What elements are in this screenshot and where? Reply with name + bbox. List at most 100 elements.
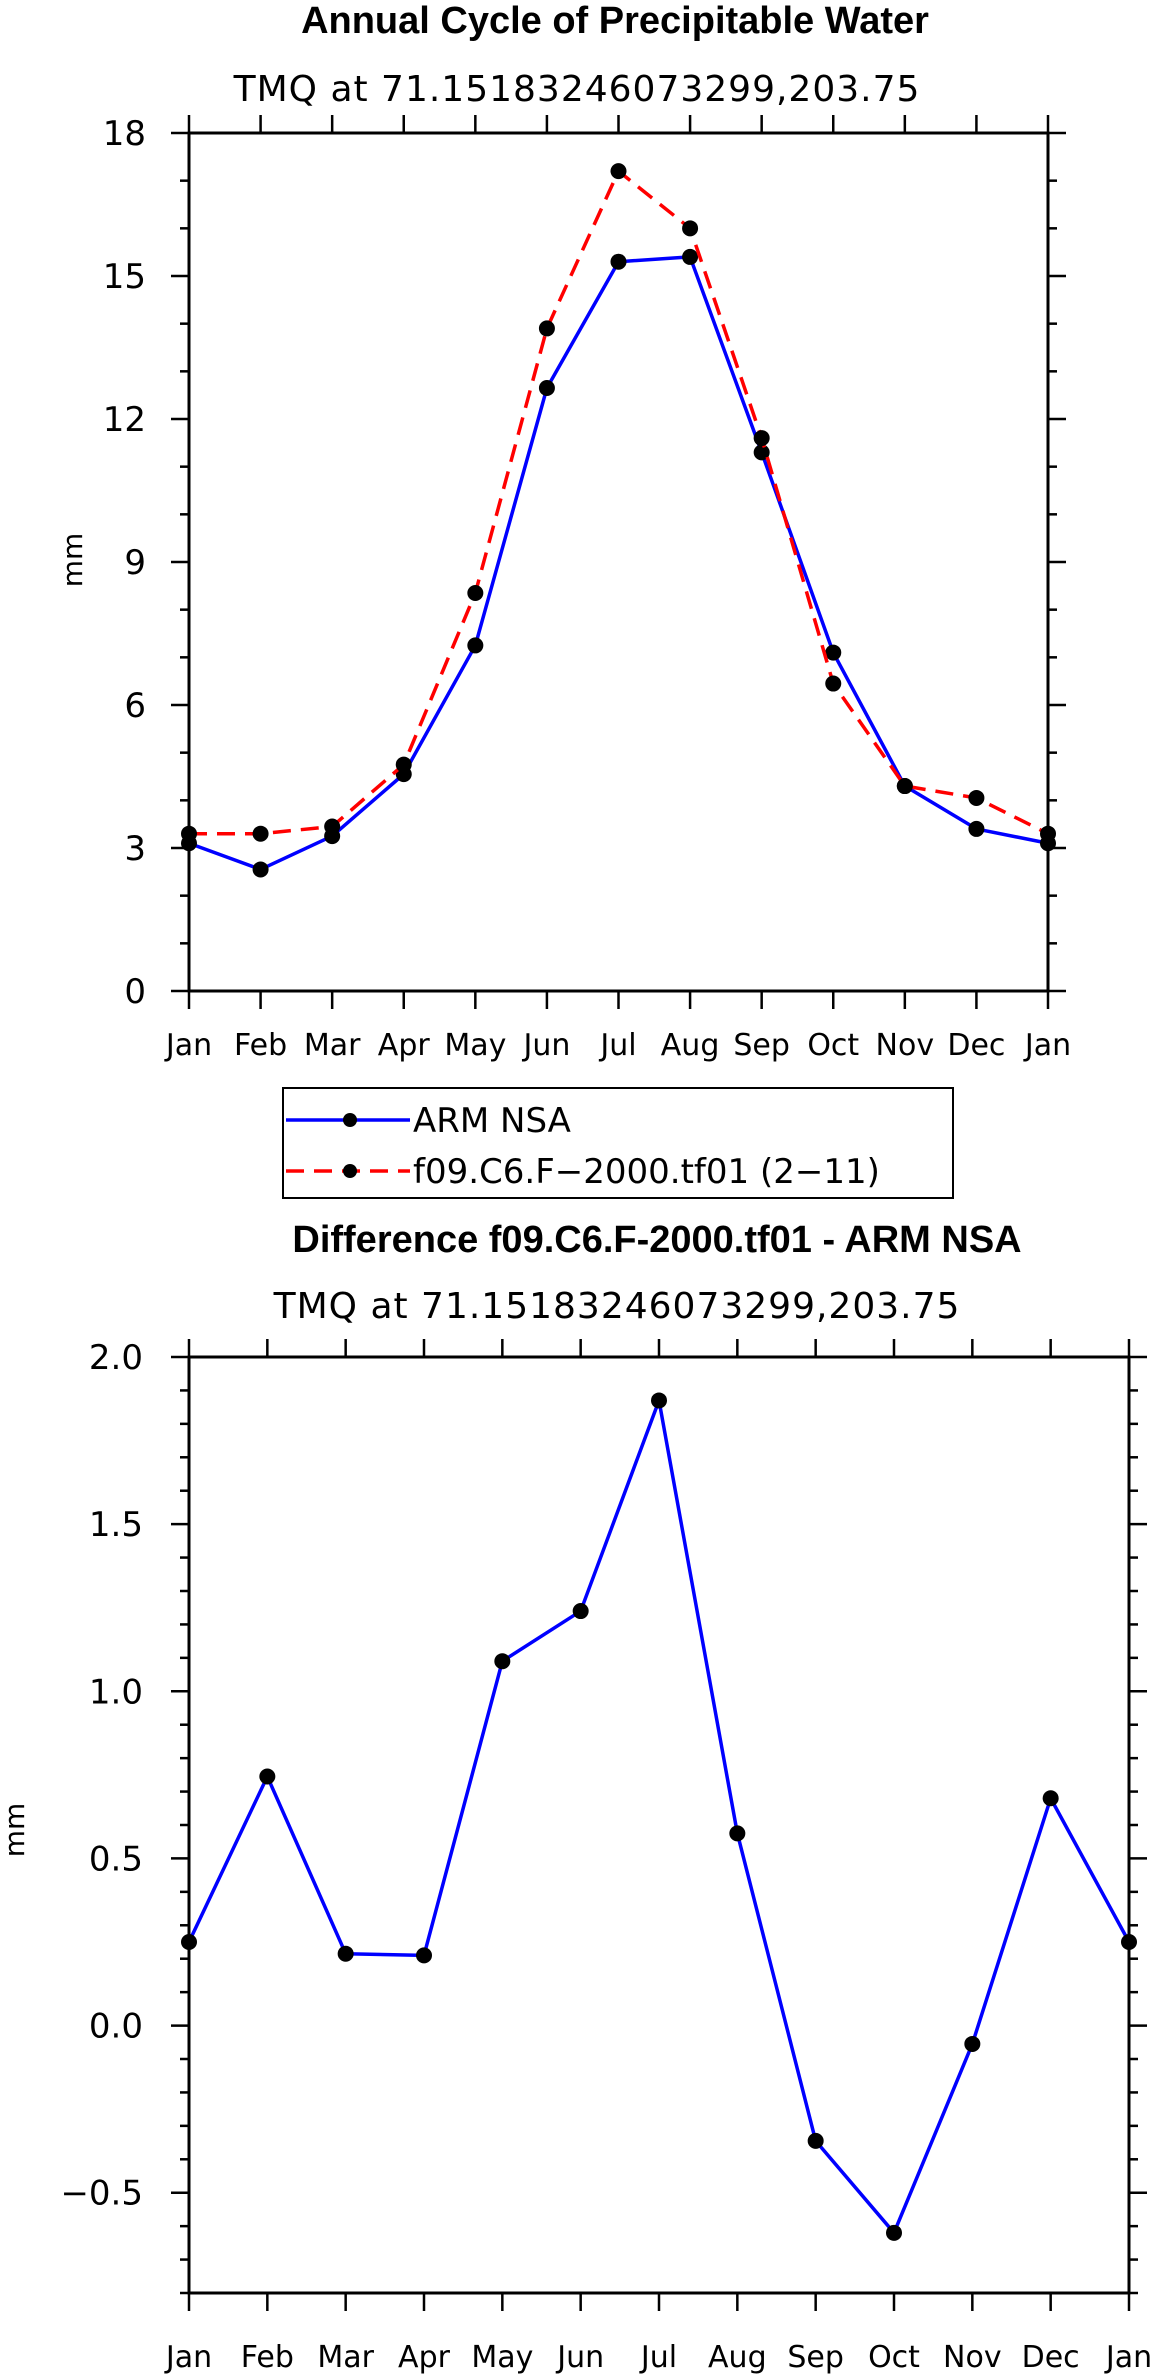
x-tick-label: Apr	[378, 1028, 431, 1063]
x-tick-label: Feb	[234, 1028, 287, 1063]
chart2-series	[181, 1392, 1137, 2241]
series-1-point	[252, 825, 269, 842]
x-tick-label: Dec	[1022, 2340, 1080, 2375]
x-tick-label: Mar	[304, 1028, 361, 1063]
y-tick-label: 0.0	[89, 2007, 143, 2047]
series-1-point	[610, 163, 627, 180]
y-tick-label: 2.0	[89, 1338, 143, 1378]
series-1-point	[753, 430, 770, 447]
legend-label-model: f09.C6.F−2000.tf01 (2−11)	[413, 1152, 880, 1192]
x-tick-label: Jun	[521, 1028, 570, 1063]
series-1-point	[324, 818, 341, 835]
x-tick-label: Sep	[733, 1028, 790, 1063]
series-0-point	[610, 253, 627, 270]
x-tick-label: Oct	[807, 1028, 859, 1063]
series-0-point	[886, 2224, 902, 2241]
legend-label-arm-nsa: ARM NSA	[413, 1101, 571, 1141]
series-0-point	[682, 248, 699, 265]
y-tick-label: −0.5	[60, 2174, 143, 2214]
series-0-point	[651, 1392, 667, 1409]
x-tick-label: Feb	[241, 2340, 294, 2375]
series-0-point	[416, 1947, 432, 1964]
series-1-point	[825, 675, 842, 692]
x-tick-label: Apr	[398, 2340, 451, 2375]
series-line-0	[187, 1398, 1131, 2235]
x-tick-label: Aug	[661, 1028, 720, 1063]
y-tick-label: 15	[103, 257, 146, 297]
series-0-point	[729, 1825, 746, 1842]
series-1-point	[1040, 825, 1056, 842]
x-tick-label: May	[444, 1028, 506, 1063]
x-tick-label: Aug	[708, 2340, 767, 2375]
x-tick-label: Oct	[868, 2340, 920, 2375]
chart2-x-tick-labels: Jan Feb Mar Apr May Jun Jul Aug Sep Oct Nov Dec Jan	[164, 2340, 1152, 2375]
y-tick-label: 9	[124, 543, 146, 583]
x-tick-label: Jul	[598, 1028, 636, 1063]
series-line-0	[188, 255, 1049, 872]
y-tick-label: 0	[124, 972, 146, 1012]
series-1-point	[896, 778, 913, 795]
y-tick-label: 6	[124, 686, 146, 726]
chart1-subtitle: TMQ at 71.15183246073299,203.75	[233, 69, 921, 110]
series-0-point	[494, 1653, 511, 1670]
series-0-point	[964, 2035, 981, 2052]
series-0-point	[572, 1603, 589, 1620]
series-1-point	[467, 584, 484, 601]
chart1-series	[181, 163, 1056, 878]
plot-frame	[187, 1355, 1131, 2295]
chart1-y-tick-labels: 0 3 6 9 12 15 18	[103, 114, 146, 1012]
chart2-y-axis-label: mm	[0, 1803, 31, 1858]
x-tick-label: Sep	[787, 2340, 844, 2375]
series-0-point	[467, 637, 484, 654]
y-tick-label: 0.5	[89, 1839, 143, 1879]
chart2-axes	[171, 1339, 1147, 2311]
series-0-point	[1042, 1790, 1059, 1807]
series-0-point	[181, 1934, 197, 1950]
series-1-point	[682, 220, 699, 237]
series-0-point	[259, 1768, 276, 1785]
x-tick-label: Jul	[639, 2340, 677, 2375]
y-tick-label: 1.5	[89, 1505, 143, 1545]
series-0-point	[753, 444, 770, 461]
y-tick-label: 12	[103, 400, 146, 440]
series-1-point	[968, 789, 985, 806]
y-tick-label: 1.0	[89, 1672, 143, 1712]
chart1-title: Annual Cycle of Precipitable Water	[301, 0, 929, 42]
legend-box	[282, 1087, 954, 1199]
chart2-y-tick-labels: −0.5 0.0 0.5 1.0 1.5 2.0	[60, 1338, 143, 2214]
series-0-point	[807, 2132, 824, 2149]
chart2-subtitle: TMQ at 71.15183246073299,203.75	[273, 1286, 961, 1327]
legend-entry-arm-nsa: ARM NSA	[286, 1101, 571, 1141]
series-0-point	[968, 820, 985, 837]
series-0-point	[337, 1945, 354, 1962]
series-0-point	[1121, 1934, 1137, 1950]
series-1-point	[181, 825, 197, 842]
series-0-point	[538, 380, 555, 397]
series-1-point	[395, 756, 412, 773]
series-line-1	[189, 169, 1049, 836]
y-tick-label: 3	[124, 829, 146, 869]
chart1-y-axis-label: mm	[56, 533, 89, 588]
x-tick-label: May	[471, 2340, 533, 2375]
series-0-point	[825, 644, 842, 661]
x-tick-label: Jan	[1104, 2340, 1152, 2375]
x-tick-label: Jan	[164, 2340, 212, 2375]
x-tick-label: Nov	[943, 2340, 1002, 2375]
difference-chart: Difference f09.C6.F-2000.tf01 - ARM NSA …	[0, 1219, 1152, 2375]
series-1-point	[538, 320, 555, 337]
x-tick-label: Nov	[876, 1028, 935, 1063]
x-tick-label: Dec	[947, 1028, 1005, 1063]
x-tick-label: Mar	[317, 2340, 374, 2375]
chart2-title: Difference f09.C6.F-2000.tf01 - ARM NSA	[292, 1219, 1021, 1261]
series-0-point	[252, 861, 269, 878]
legend: ARM NSA f09.C6.F−2000.tf01 (2−11)	[282, 1087, 954, 1199]
y-tick-label: 18	[103, 114, 146, 154]
annual-cycle-chart: Annual Cycle of Precipitable Water TMQ a…	[56, 0, 1071, 1063]
x-tick-label: Jan	[164, 1028, 212, 1063]
legend-marker-arm-nsa	[343, 1113, 357, 1127]
x-tick-label: Jan	[1023, 1028, 1071, 1063]
x-tick-label: Jun	[555, 2340, 604, 2375]
chart1-axes	[171, 115, 1066, 1009]
legend-marker-model	[343, 1164, 357, 1178]
